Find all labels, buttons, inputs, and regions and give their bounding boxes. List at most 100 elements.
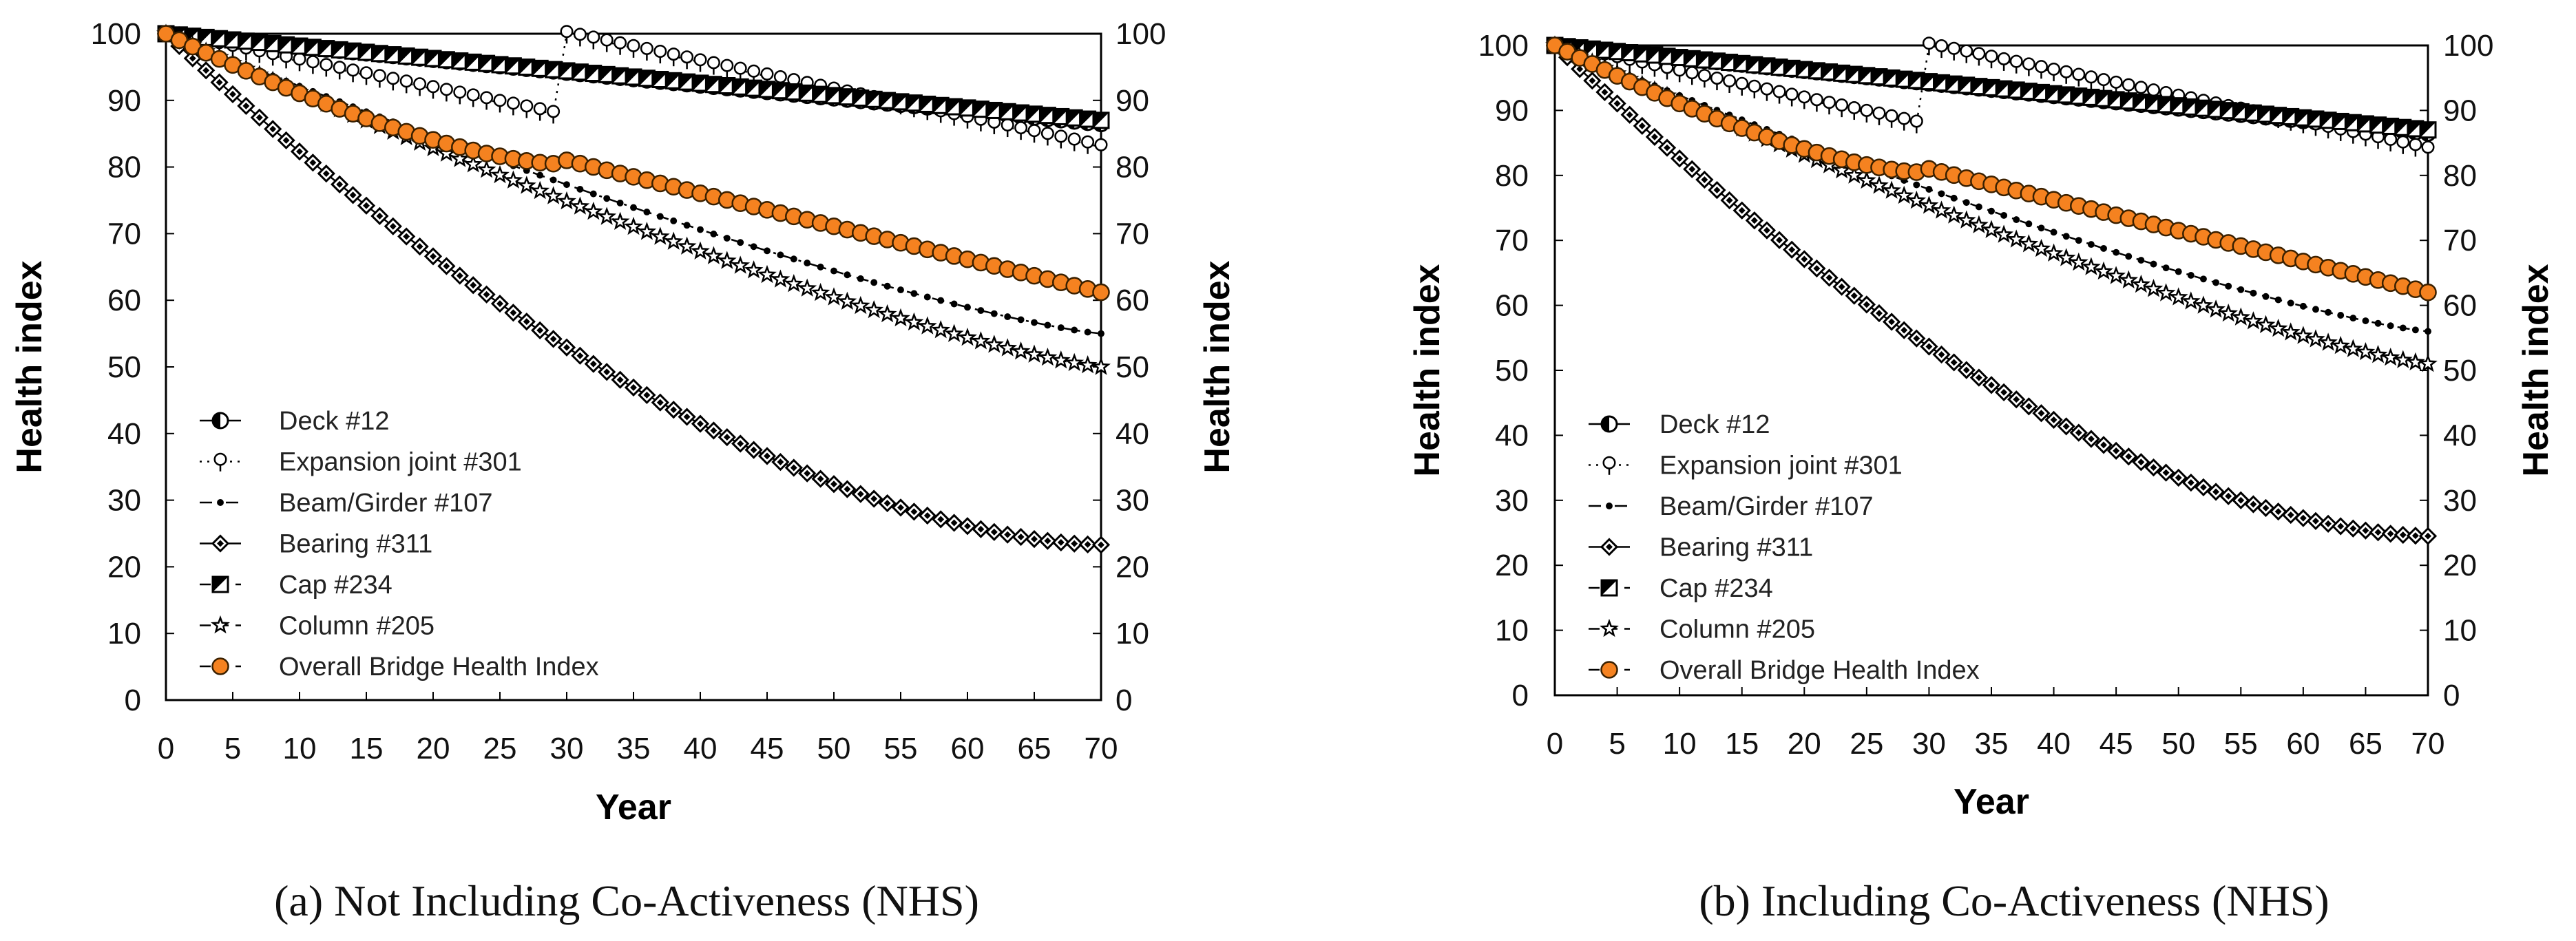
data-point [306,55,320,74]
data-point [932,510,950,529]
data-point [718,427,736,447]
data-point [2380,347,2400,366]
data-point [2362,317,2369,324]
data-point [904,312,924,331]
data-point [691,414,710,433]
legend-item: Overall Bridge Health Index [200,653,599,681]
legend-label: Overall Bridge Health Index [1659,656,1980,685]
x-axis-title: Year [1954,782,2029,822]
data-point [851,485,870,503]
data-point [517,313,536,331]
data-point [760,67,774,87]
data-point [1894,185,1914,204]
legend-label: Beam/Girder #107 [279,489,493,518]
data-point [1695,51,1713,69]
data-point [1975,203,1982,211]
data-point [958,327,977,346]
data-point [998,525,1017,544]
legend-marker [217,499,224,506]
data-point [2050,229,2057,236]
data-point [2034,60,2048,79]
data-point [2250,289,2257,297]
data-point [2421,140,2435,160]
data-point [758,81,776,98]
data-point [1808,62,1825,80]
data-point [990,310,998,317]
y-tick-label-right: 60 [1116,284,1149,317]
legend-marker [1600,415,1618,433]
series-bearing-311 [156,24,1111,554]
legend-marker [1600,579,1618,597]
y-tick-label-right: 0 [1116,684,1132,717]
legend-marker [1600,618,1619,637]
legend-label: Deck #12 [279,407,390,436]
data-point [1772,85,1786,104]
data-point [1027,124,1041,143]
data-point [1945,353,1963,372]
data-point [998,338,1018,357]
data-point [437,257,456,275]
data-point [1671,149,1689,168]
data-point [2409,138,2422,157]
legend-label: Expansion joint #301 [279,448,522,477]
data-point [1025,344,1044,363]
data-point [1595,83,1614,101]
x-tick-label: 30 [550,732,584,765]
y-tick-label-right: 70 [1116,217,1149,251]
data-point [1995,80,2013,98]
data-point [643,209,651,215]
data-point [587,30,600,50]
data-point [2269,503,2287,521]
data-point [2299,302,2307,310]
data-point [614,36,627,55]
data-point [1052,107,1070,125]
data-point [810,282,830,302]
data-point [664,231,684,250]
data-point [2062,233,2070,240]
data-point [731,78,749,96]
data-point [1783,240,1801,259]
data-point [1870,176,1889,194]
data-point [1658,47,1676,65]
data-point [1084,328,1091,336]
y-tick-label-left: 80 [1495,159,1529,193]
data-point [2119,447,2138,466]
data-point [691,241,710,260]
data-point [277,131,295,150]
data-point [346,63,360,83]
data-point [2107,441,2126,461]
data-point [450,149,470,167]
data-point [1956,210,1976,229]
data-point [504,304,523,322]
data-point [2025,220,2033,228]
data-point [720,59,734,78]
data-point [2194,295,2213,314]
data-point [2032,404,2051,423]
data-point [2418,527,2438,545]
data-point [2281,505,2300,525]
data-point [2207,101,2225,118]
data-point [1920,73,1938,91]
y-tick-label-right: 90 [1116,84,1149,118]
data-point [2425,328,2431,335]
x-tick-label: 10 [1663,727,1697,761]
data-point [804,260,811,267]
y-tick-label-right: 10 [2443,614,2477,648]
data-point [410,237,429,256]
x-tick-label: 60 [951,732,985,765]
data-point [1797,90,1811,109]
x-tick-label: 65 [2349,727,2383,761]
data-point [1091,536,1111,554]
data-point [985,101,1003,119]
data-point [1844,165,1864,184]
data-point [2194,478,2213,497]
data-point [950,300,958,308]
data-point [1925,186,1933,193]
data-point [1883,69,1900,87]
data-point [1094,138,1108,157]
data-point [625,68,642,86]
data-point [1645,127,1664,146]
data-point [504,57,522,75]
data-point [1657,138,1677,157]
data-point [964,304,971,311]
